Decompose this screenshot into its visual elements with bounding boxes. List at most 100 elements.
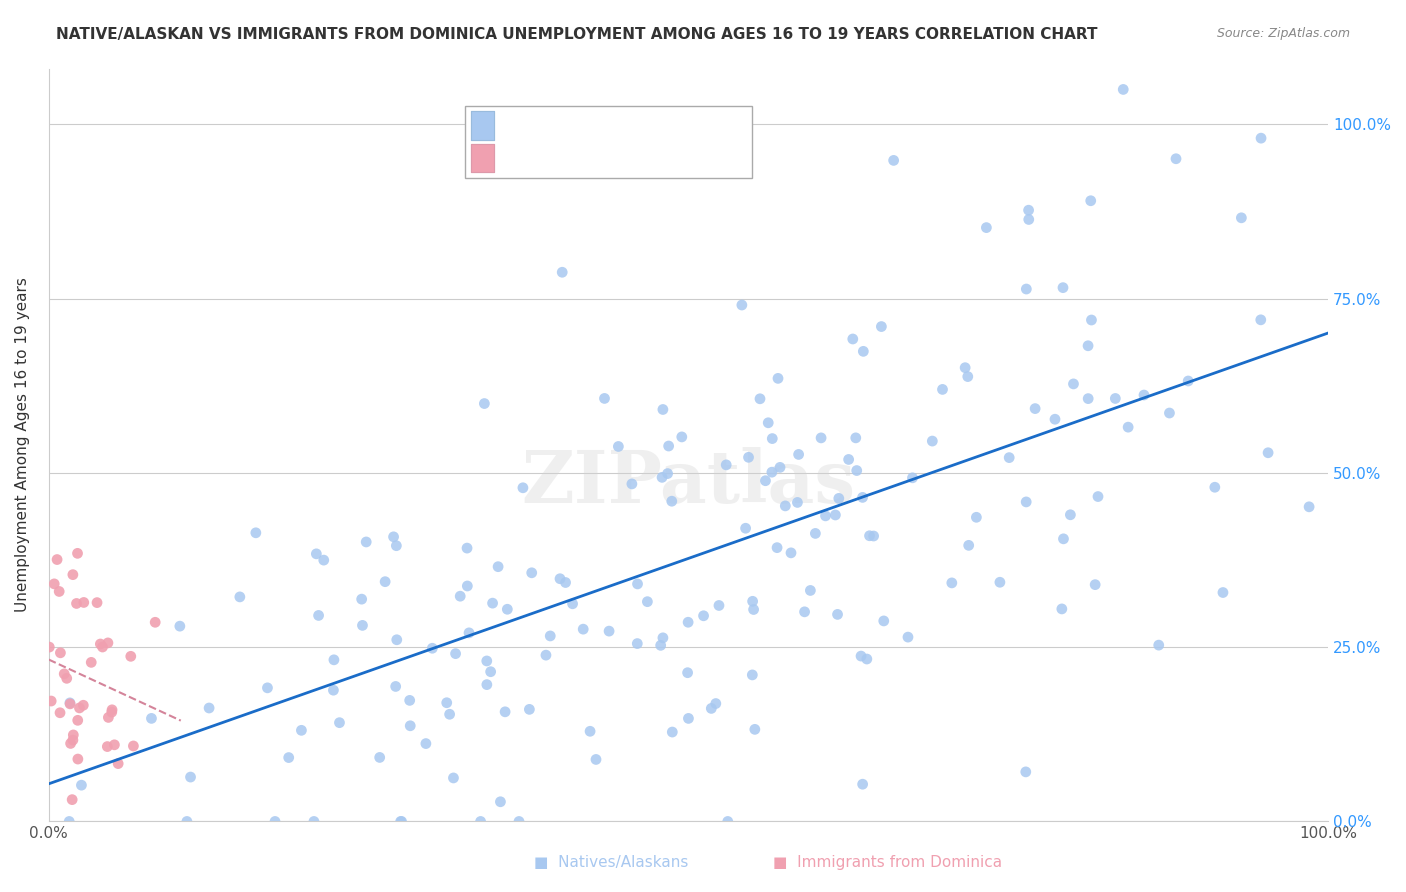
Point xyxy=(229,590,252,604)
Point xyxy=(66,546,89,560)
Point xyxy=(489,795,512,809)
Point xyxy=(69,701,91,715)
Point xyxy=(754,474,776,488)
Point xyxy=(1212,585,1234,599)
Point xyxy=(91,640,114,654)
Point xyxy=(302,814,325,829)
Point xyxy=(1298,500,1320,514)
Point xyxy=(1050,602,1073,616)
Point xyxy=(538,629,561,643)
Point xyxy=(245,525,267,540)
Point xyxy=(1077,392,1099,406)
Point xyxy=(1087,490,1109,504)
Point xyxy=(700,701,723,715)
Point xyxy=(62,733,84,747)
Text: 178: 178 xyxy=(707,116,742,134)
Point xyxy=(415,737,437,751)
Point xyxy=(1116,420,1139,434)
Point xyxy=(870,319,893,334)
Point xyxy=(988,575,1011,590)
Point xyxy=(554,575,576,590)
Point xyxy=(1250,131,1272,145)
Point xyxy=(1059,508,1081,522)
Point xyxy=(1077,339,1099,353)
Point xyxy=(607,440,630,454)
Point xyxy=(100,705,122,719)
Point xyxy=(953,360,976,375)
Point xyxy=(89,637,111,651)
Point xyxy=(856,652,879,666)
Point xyxy=(651,631,673,645)
Point xyxy=(852,344,875,359)
FancyBboxPatch shape xyxy=(471,144,494,172)
Point xyxy=(1018,203,1040,218)
Point xyxy=(39,694,62,708)
Point xyxy=(842,332,865,346)
Point xyxy=(793,605,815,619)
Point xyxy=(1052,532,1074,546)
Point xyxy=(965,510,987,524)
Point xyxy=(73,595,96,609)
Point xyxy=(305,547,328,561)
Point xyxy=(734,521,756,535)
Point xyxy=(520,566,543,580)
Point xyxy=(901,471,924,485)
Point xyxy=(756,416,779,430)
Point xyxy=(38,640,60,654)
Point xyxy=(671,430,693,444)
Y-axis label: Unemployment Among Ages 16 to 19 years: Unemployment Among Ages 16 to 19 years xyxy=(15,277,30,613)
Point xyxy=(264,814,287,829)
Point xyxy=(49,646,72,660)
Point xyxy=(53,666,76,681)
Point xyxy=(143,615,166,630)
Point xyxy=(65,597,87,611)
Point xyxy=(399,719,422,733)
Text: R =: R = xyxy=(496,148,533,167)
Point xyxy=(398,693,420,707)
Point xyxy=(579,724,602,739)
Point xyxy=(479,665,502,679)
Point xyxy=(676,615,699,630)
Point xyxy=(716,458,738,472)
Text: N =: N = xyxy=(657,116,688,134)
Point xyxy=(651,402,673,417)
Point xyxy=(1080,194,1102,208)
Point xyxy=(626,637,648,651)
Point xyxy=(49,706,72,720)
Point xyxy=(1204,480,1226,494)
Point xyxy=(107,756,129,771)
Point xyxy=(58,814,80,829)
Point xyxy=(737,450,759,465)
Point xyxy=(96,739,118,754)
Point xyxy=(692,608,714,623)
Point xyxy=(62,728,84,742)
Point xyxy=(1024,401,1046,416)
Point xyxy=(1015,495,1038,509)
Point xyxy=(122,739,145,753)
Point xyxy=(384,680,406,694)
Point xyxy=(749,392,772,406)
Point xyxy=(661,494,683,508)
Point xyxy=(769,460,792,475)
Point xyxy=(1112,82,1135,96)
Point xyxy=(572,622,595,636)
Text: ■  Natives/Alaskans: ■ Natives/Alaskans xyxy=(534,855,689,870)
Point xyxy=(931,383,953,397)
Point xyxy=(657,467,679,481)
Point xyxy=(1104,392,1126,406)
Point xyxy=(998,450,1021,465)
Point xyxy=(1084,577,1107,591)
Text: 0.558: 0.558 xyxy=(567,116,619,134)
Point xyxy=(97,636,120,650)
Point xyxy=(46,552,69,566)
Point xyxy=(62,567,84,582)
Point xyxy=(48,584,70,599)
Point xyxy=(741,594,763,608)
Point xyxy=(731,298,754,312)
Point xyxy=(598,624,620,639)
Point xyxy=(593,392,616,406)
Point xyxy=(883,153,905,168)
Text: Source: ZipAtlas.com: Source: ZipAtlas.com xyxy=(1216,27,1350,40)
Point xyxy=(957,538,980,552)
Point xyxy=(741,668,763,682)
